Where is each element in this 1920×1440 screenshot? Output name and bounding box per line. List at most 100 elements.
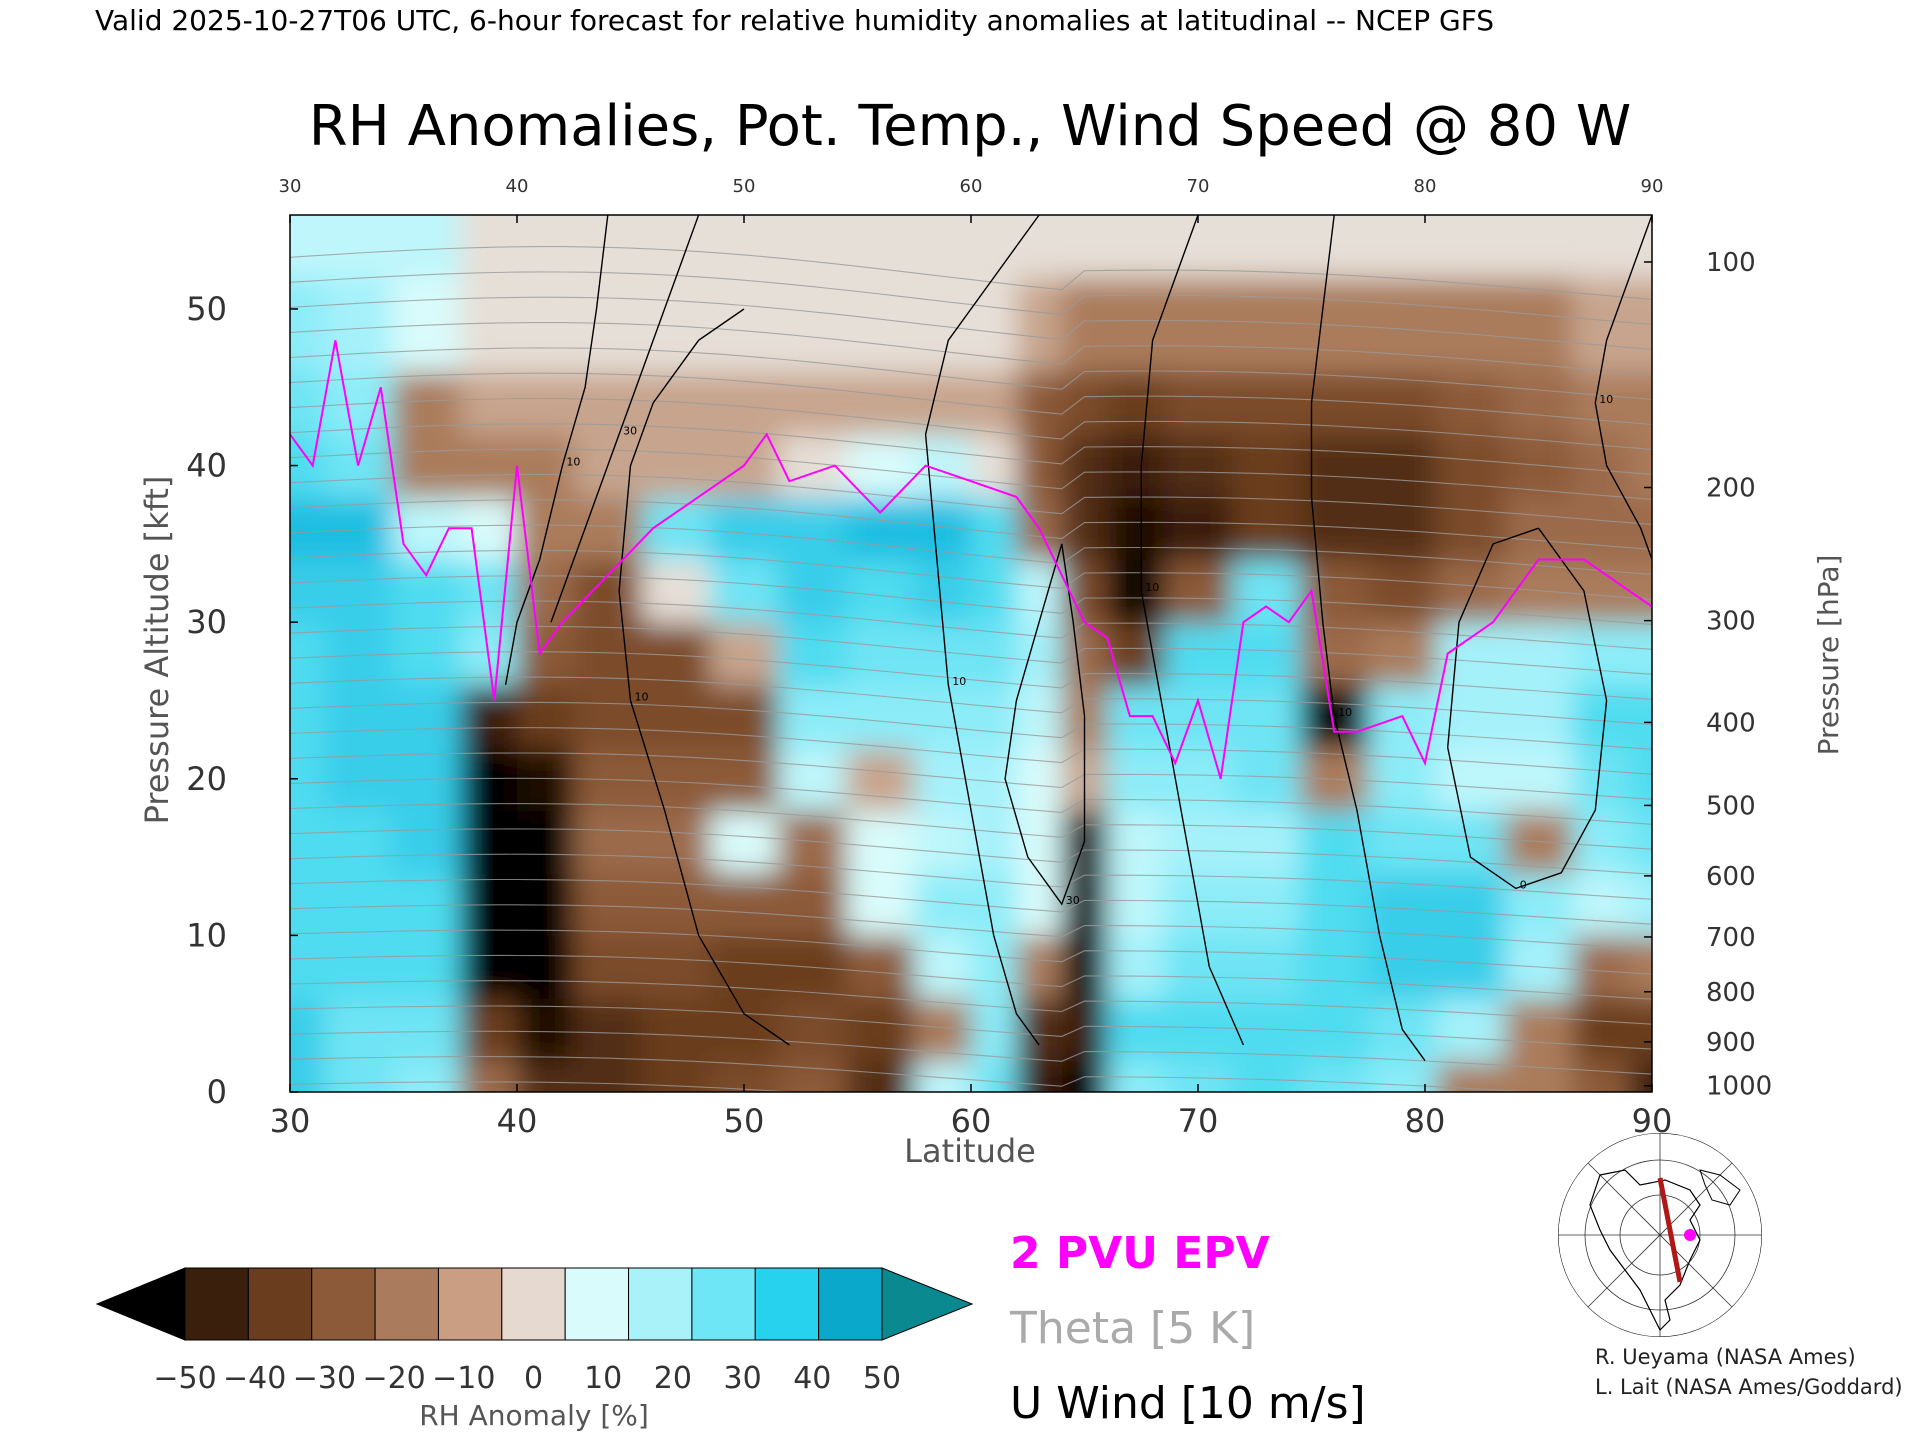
rh-cell [846, 810, 916, 874]
colorbar-tick-label: −10 [432, 1361, 495, 1396]
rh-cell [1163, 496, 1234, 561]
rh-cell [1107, 935, 1165, 1000]
theta-line [290, 423, 1652, 475]
rh-cell [1163, 559, 1234, 624]
rh-cell [1107, 434, 1165, 498]
rh-cell [971, 684, 1018, 749]
colorbar-swatch [247, 1267, 313, 1341]
theta-line [290, 651, 1652, 700]
rh-cell [392, 872, 462, 937]
rh-cell [1629, 998, 1652, 1062]
rh-cell [971, 935, 1018, 1000]
rh-cell [1232, 747, 1302, 812]
x-top-tick-label: 30 [279, 176, 302, 197]
legend: 2 PVU EPV Theta [5 K] U Wind [10 m/s] [1009, 1228, 1366, 1429]
rh-cell [290, 1060, 326, 1092]
rh-cell [573, 684, 643, 749]
rh-cell [1107, 277, 1165, 373]
rh-cell [1572, 215, 1631, 279]
rh-cell [1016, 215, 1063, 279]
wind-contour [550, 215, 700, 623]
rh-cell [971, 872, 1018, 937]
rh-cell [914, 559, 972, 624]
rh-cell [1163, 215, 1234, 279]
rh-cell [517, 622, 575, 686]
rh-cell [1629, 496, 1652, 561]
rh-cell [1016, 935, 1063, 1000]
rh-cell [709, 747, 780, 812]
rh-cell [1436, 998, 1506, 1062]
theta-contours [290, 246, 1652, 1092]
rh-cell [1163, 998, 1234, 1062]
rh-cell [846, 496, 916, 561]
rh-cell [846, 277, 916, 373]
rh-cell [517, 810, 575, 874]
rh-cell [1061, 371, 1109, 436]
rh-cell [1629, 935, 1652, 1000]
rh-cell [290, 810, 326, 874]
rh-cell [1163, 622, 1234, 686]
rh-cell [1107, 998, 1165, 1062]
theta-line [290, 1081, 800, 1092]
rh-cell [1629, 559, 1652, 624]
rh-cell [1061, 622, 1109, 686]
theta-line [290, 499, 1652, 550]
rh-cell [1061, 496, 1109, 561]
rh-cell [1504, 998, 1574, 1062]
theta-line [290, 828, 1652, 875]
wind-contour [618, 308, 790, 1046]
rh-cell [1300, 998, 1370, 1062]
y-tick-label: 40 [186, 447, 227, 485]
rh-cell [517, 998, 575, 1062]
rh-cell [778, 371, 848, 436]
rh-cell [1107, 747, 1165, 812]
rh-cell [914, 277, 972, 373]
rh-cell [460, 810, 518, 874]
rh-cell [1232, 277, 1302, 373]
rh-cell [1368, 215, 1438, 279]
rh-cell [1300, 496, 1370, 561]
wind-contour-label: 10 [635, 690, 649, 703]
rh-cell [324, 872, 394, 937]
header-text: Valid 2025-10-27T06 UTC, 6-hour forecast… [95, 4, 1494, 37]
theta-line [290, 575, 1652, 625]
rh-cell [324, 935, 394, 1000]
rh-cell [1436, 872, 1506, 937]
colorbar-swatch [818, 1267, 883, 1341]
rh-cell [1016, 277, 1063, 373]
rh-cell [1016, 872, 1063, 937]
rh-cell [1300, 1060, 1370, 1092]
rh-cell [1107, 371, 1165, 436]
rh-cell [709, 998, 780, 1062]
rh-cell [1629, 872, 1652, 937]
rh-cell [290, 215, 326, 279]
colorbar-swatch [628, 1267, 693, 1341]
rh-cell [460, 935, 518, 1000]
theta-line [290, 752, 1652, 800]
rh-cell [1300, 215, 1370, 279]
rh-cell [290, 747, 326, 812]
theta-line [290, 980, 1652, 1025]
rh-cell [290, 684, 326, 749]
rh-cell [641, 935, 711, 1000]
colorbar-tick-label: 40 [793, 1361, 831, 1396]
theta-line [290, 878, 1652, 925]
wind-contour [1594, 215, 1652, 560]
rh-cell [778, 215, 848, 279]
rh-cell [1629, 747, 1652, 812]
rh-cell [460, 747, 518, 812]
rh-cell [460, 559, 518, 624]
wind-contour [1004, 543, 1086, 906]
rh-cell [1504, 277, 1574, 373]
colorbar-tick-label: −30 [293, 1361, 356, 1396]
rh-cell [324, 434, 394, 498]
rh-cell [1436, 215, 1506, 279]
rh-cell [778, 496, 848, 561]
rh-cell [1016, 559, 1063, 624]
p-tick-label: 1000 [1706, 1072, 1772, 1102]
rh-cell [1107, 810, 1165, 874]
p-tick-label: 100 [1706, 248, 1756, 278]
x-tick-label: 50 [724, 1102, 765, 1140]
rh-cell [846, 872, 916, 937]
rh-cell [971, 215, 1018, 279]
